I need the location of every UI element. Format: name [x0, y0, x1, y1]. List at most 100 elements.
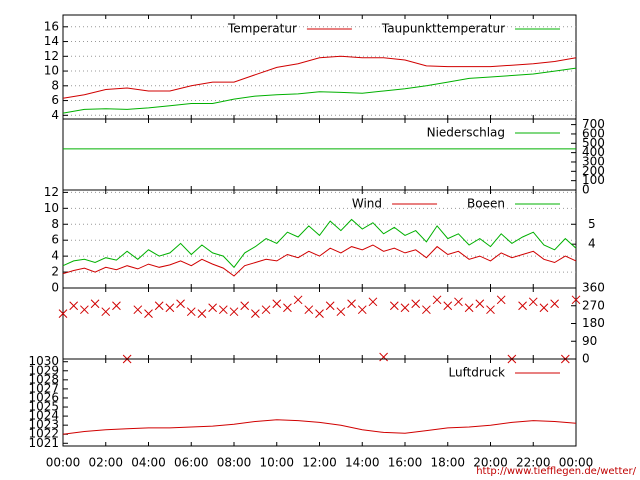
scatter-point — [176, 299, 185, 309]
x-tick-label: 00:00 — [559, 456, 594, 470]
scatter-point — [197, 309, 207, 318]
scatter-point — [208, 303, 217, 313]
scatter-point — [475, 299, 485, 309]
x-tick-label: 06:00 — [174, 456, 209, 470]
y-tick-label: 1026 — [28, 390, 59, 404]
series-line — [62, 244, 577, 277]
y-tick-label: 1021 — [28, 436, 59, 450]
y-tick-label: 12 — [44, 49, 59, 63]
x-tick-label: 22:00 — [516, 456, 551, 470]
series-line — [62, 67, 577, 114]
scatter-point — [368, 297, 378, 307]
y-tick-label: 1027 — [28, 381, 59, 395]
x-tick-label: 00:00 — [46, 456, 81, 470]
scatter-point — [571, 295, 581, 305]
scatter-point — [315, 309, 324, 318]
y-tick-label: 4 — [51, 249, 59, 263]
series-line — [62, 218, 577, 269]
x-tick-label: 12:00 — [302, 456, 337, 470]
scatter-point — [101, 307, 111, 317]
scatter-point — [389, 301, 399, 311]
scatter-point — [240, 301, 250, 311]
y-tick-label: 500 — [582, 136, 605, 150]
y-tick-label: 270 — [582, 298, 605, 312]
x-tick-label: 04:00 — [131, 456, 166, 470]
scatter-point — [518, 301, 527, 311]
scatter-point — [411, 299, 421, 309]
y-tick-label: 0 — [582, 352, 590, 366]
y-tick-label: 90 — [582, 334, 597, 348]
y-tick-label: 600 — [582, 126, 605, 140]
scatter-point — [443, 301, 453, 311]
y-tick-label: 2 — [51, 265, 59, 279]
scatter-point — [218, 305, 228, 315]
y-tick-label: 4 — [51, 108, 59, 122]
scatter-point — [154, 301, 164, 311]
x-tick-label: 10:00 — [259, 456, 294, 470]
y-tick-label: 1022 — [28, 427, 59, 441]
y-tick-label: 6 — [51, 93, 59, 107]
y-tick-label: 1025 — [28, 400, 59, 414]
scatter-point — [325, 301, 335, 311]
scatter-point — [293, 295, 303, 305]
y-tick-label: 180 — [582, 316, 605, 330]
y-tick-label: 360 — [582, 281, 605, 295]
footer-url: http://www.tiefflegen.de/wetter/ — [476, 466, 636, 477]
series-line — [62, 419, 577, 435]
scatter-point — [496, 295, 506, 305]
scatter-point — [432, 295, 442, 305]
y-tick-label: 700 — [582, 117, 605, 131]
y-tick-label: 1029 — [28, 363, 59, 377]
series-line — [62, 55, 577, 99]
scatter-point — [528, 297, 538, 307]
x-tick-label: 18:00 — [430, 456, 465, 470]
x-tick-label: 20:00 — [473, 456, 508, 470]
scatter-point — [251, 309, 260, 318]
y-tick-label: 10 — [44, 201, 59, 215]
legend-label: Taupunkttemperatur — [381, 22, 505, 36]
scatter-point — [347, 299, 356, 309]
y-tick-label: 8 — [51, 217, 59, 231]
y-tick-label: 1023 — [28, 418, 59, 432]
scatter-point — [539, 303, 549, 313]
y-tick-label: 1028 — [28, 372, 59, 386]
scatter-point — [112, 301, 121, 311]
legend-label: Luftdruck — [448, 366, 505, 380]
y-tick-label: 16 — [44, 19, 59, 33]
scatter-point — [229, 307, 239, 317]
scatter-point — [283, 303, 292, 313]
legend-label: Wind — [352, 197, 382, 211]
scatter-point — [272, 299, 282, 309]
y-tick-label: 8 — [51, 78, 59, 92]
scatter-point — [58, 309, 68, 318]
y2-tick-label: 4 — [588, 237, 596, 251]
x-tick-label: 02:00 — [88, 456, 123, 470]
scatter-point — [80, 305, 89, 315]
y-tick-label: 0 — [582, 183, 590, 197]
scatter-point — [90, 299, 100, 309]
y-tick-label: 14 — [44, 34, 59, 48]
scatter-point — [550, 299, 559, 309]
y-tick-label: 0 — [51, 281, 59, 295]
scatter-point — [464, 303, 474, 313]
scatter-point — [454, 297, 463, 307]
y-tick-label: 1030 — [28, 354, 59, 368]
legend-label: Niederschlag — [427, 126, 505, 140]
x-tick-label: 16:00 — [388, 456, 423, 470]
y2-tick-label: 5 — [588, 217, 596, 231]
scatter-point — [422, 305, 431, 315]
plot-frame — [62, 287, 577, 360]
scatter-point — [144, 309, 153, 318]
legend-label: Temperatur — [227, 22, 297, 36]
scatter-point — [261, 305, 271, 315]
y-tick-label: 300 — [582, 154, 605, 168]
scatter-point — [379, 352, 388, 362]
scatter-point — [400, 303, 410, 313]
y-tick-label: 1024 — [28, 409, 59, 423]
legend-label: Boeen — [467, 197, 505, 211]
x-tick-label: 08:00 — [217, 456, 252, 470]
y-tick-label: 12 — [44, 185, 59, 199]
scatter-point — [304, 305, 314, 315]
scatter-point — [486, 305, 495, 315]
scatter-point — [165, 303, 175, 313]
